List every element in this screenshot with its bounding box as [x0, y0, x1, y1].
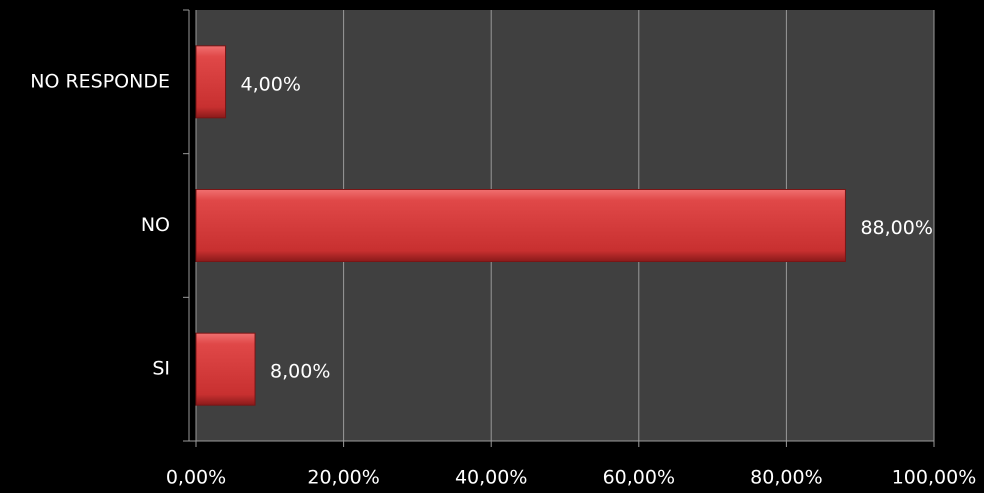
value-label: 4,00% — [241, 73, 301, 95]
x-tick-label: 80,00% — [750, 467, 822, 489]
bar — [195, 189, 846, 262]
value-label: 8,00% — [270, 361, 330, 383]
y-tick-label: NO — [141, 214, 170, 236]
y-tick-label: SI — [152, 358, 170, 380]
x-tick-label: 20,00% — [307, 467, 379, 489]
x-tick-label: 0,00% — [166, 467, 226, 489]
x-tick-label: 100,00% — [892, 467, 977, 489]
x-tick-label: 60,00% — [603, 467, 675, 489]
bar — [195, 332, 256, 406]
x-tick-label: 40,00% — [455, 467, 527, 489]
y-tick-label: NO RESPONDE — [30, 70, 170, 92]
bar — [195, 45, 227, 119]
value-label: 88,00% — [860, 217, 932, 239]
